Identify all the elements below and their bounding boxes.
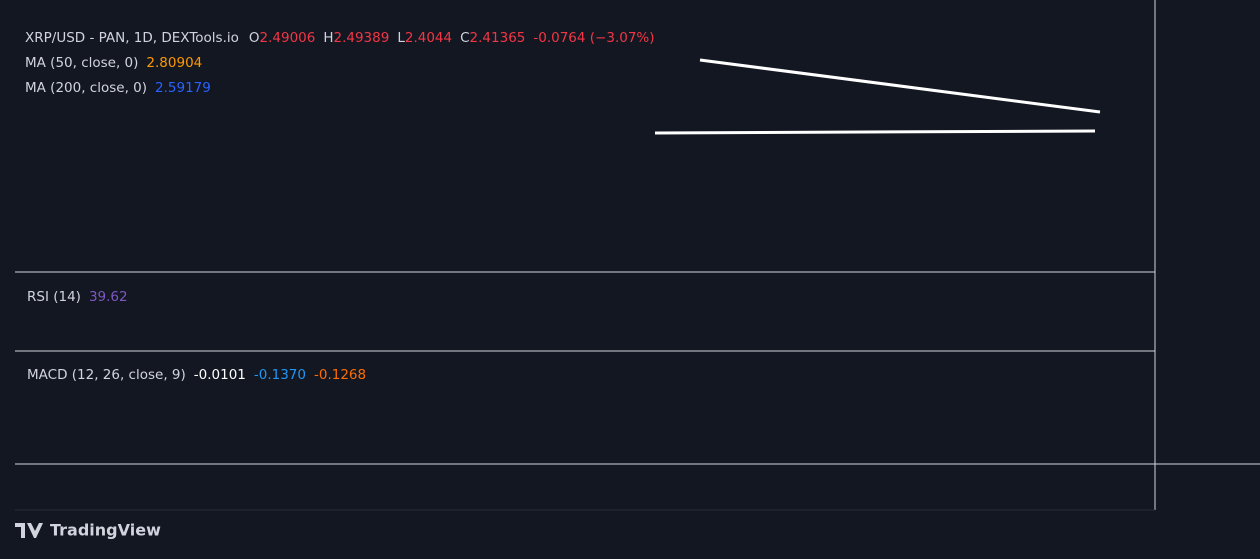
legend-ma50: MA (50, close, 0) 2.80904 (25, 55, 202, 71)
symbol: XRP/USD - PAN, 1D, DEXTools.io (25, 30, 239, 46)
ohlc-key: H (323, 30, 333, 46)
header: XRP/USD - PAN, 1D, DEXTools.io O2.49006 H2… (25, 30, 655, 46)
brand-logo (15, 523, 43, 538)
logo (15, 523, 43, 538)
legend-value: -0.0101 (194, 367, 246, 383)
trendline (699, 58, 1101, 114)
legend-name: MACD (12, 26, close, 9) (27, 367, 186, 383)
legend-name: RSI (14) (27, 289, 81, 305)
legend-value: -0.1370 (254, 367, 306, 383)
ohlc-key: C (460, 30, 469, 46)
low-value: 2.4044 (405, 30, 452, 46)
open-value: 2.49006 (260, 30, 316, 46)
legend-value: 2.80904 (146, 55, 202, 71)
change: -0.0764 (−3.07%) (533, 30, 654, 46)
ohlc-key: L (397, 30, 405, 46)
trendline (654, 129, 1096, 135)
brand: TradingView (50, 521, 161, 540)
legend-name: MA (50, close, 0) (25, 55, 138, 71)
high-value: 2.49389 (334, 30, 390, 46)
ohlc-key: O (249, 30, 260, 46)
legend-macd: MACD (12, 26, close, 9) -0.0101 -0.1370 -0.… (27, 367, 366, 383)
legend-value: 39.62 (89, 289, 128, 305)
legend-name: MA (200, close, 0) (25, 80, 147, 96)
close-value: 2.41365 (470, 30, 526, 46)
legend-ma200: MA (200, close, 0) 2.59179 (25, 80, 211, 96)
legend-rsi: RSI (14) 39.62 (27, 289, 128, 305)
legend-value: 2.59179 (155, 80, 211, 96)
legend-value: -0.1268 (314, 367, 366, 383)
